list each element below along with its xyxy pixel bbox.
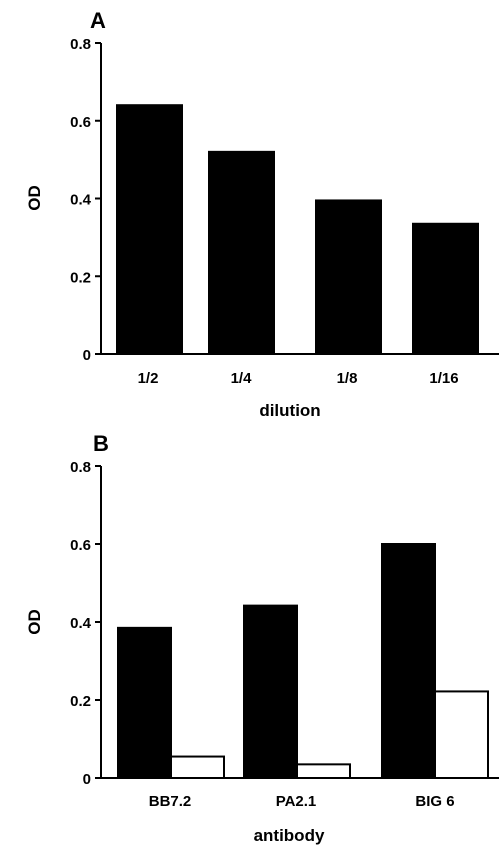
panel-b: B 0 0.2 0.4 0.6 0.8 BB7.2 PA2.1 BIG 6 OD antib… (25, 431, 499, 845)
a-y-tick-label: 0 (83, 347, 91, 364)
a-x-tick-label: 1/16 (429, 370, 458, 387)
panel-b-bars (117, 543, 489, 779)
b-x-tick-label: BIG 6 (415, 793, 454, 810)
a-y-tick-label: 0.4 (70, 192, 92, 209)
b-bar-2-2 (296, 763, 351, 779)
b-x-tick-label: PA2.1 (276, 793, 317, 810)
a-y-tick-label: 0.8 (70, 36, 91, 53)
b-bar-1-1 (117, 626, 172, 779)
b-y-tick-label: 0.6 (70, 537, 91, 554)
panel-b-x-ticks: BB7.2 PA2.1 BIG 6 (149, 793, 455, 810)
a-bar-1-3 (315, 199, 382, 355)
b-bar-1-3 (381, 543, 436, 779)
a-x-tick-label: 1/4 (231, 370, 253, 387)
panel-b-y-axis-title: OD (25, 609, 44, 635)
panel-b-x-axis-title: antibody (254, 826, 325, 845)
a-x-tick-label: 1/8 (337, 370, 358, 387)
b-y-tick-label: 0 (83, 771, 91, 788)
b-y-tick-label: 0.4 (70, 615, 92, 632)
a-bar-1-1 (116, 104, 183, 355)
b-y-tick-label: 0.2 (70, 693, 91, 710)
panel-a-x-ticks: 1/2 1/4 1/8 1/16 (138, 370, 459, 387)
b-bar-2-3 (434, 690, 489, 779)
panel-a-x-axis-title: dilution (259, 401, 320, 420)
a-y-tick-label: 0.2 (70, 269, 91, 286)
panel-b-label: B (93, 431, 109, 456)
a-x-tick-label: 1/2 (138, 370, 159, 387)
panel-a-label: A (90, 8, 106, 33)
panel-a-y-axis-title: OD (25, 185, 44, 211)
panel-b-y-ticks: 0 0.2 0.4 0.6 0.8 (70, 459, 101, 788)
panel-a-y-ticks: 0 0.2 0.4 0.6 0.8 (70, 36, 101, 364)
panel-a-bars (116, 104, 479, 355)
panel-a: A 0 0.2 0.4 0.6 0.8 1/2 1/4 1/8 1/16 OD dilutio… (25, 8, 499, 420)
a-bar-1-4 (412, 222, 479, 355)
b-bar-2-1 (170, 755, 225, 779)
a-y-tick-label: 0.6 (70, 114, 91, 131)
b-bar-1-2 (243, 604, 298, 779)
b-y-tick-label: 0.8 (70, 459, 91, 476)
b-x-tick-label: BB7.2 (149, 793, 192, 810)
a-bar-1-2 (208, 150, 275, 355)
